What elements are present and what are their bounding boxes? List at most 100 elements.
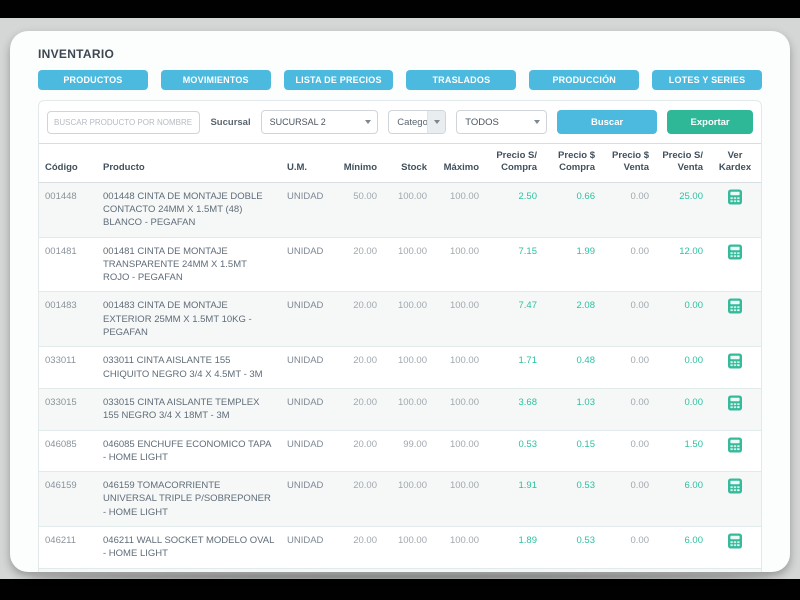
column-header-precio-s/-venta: Precio S/ Venta xyxy=(655,143,709,183)
cell-num: 20.00 xyxy=(335,346,383,389)
cell-teal: 0.00 xyxy=(655,388,709,431)
chevron-down-icon xyxy=(434,120,441,124)
cell-producto: 001448 CINTA DE MONTAJE DOBLE CONTACTO 2… xyxy=(97,182,281,238)
exportar-button[interactable]: Exportar xyxy=(667,110,753,134)
chevron-down-icon xyxy=(365,120,372,124)
calculator-icon[interactable] xyxy=(727,533,743,549)
categoria-select-label: Categoría xyxy=(397,116,439,128)
inventory-table: Código Producto U.M. Mínimo Stock Máximo Preci… xyxy=(39,143,761,572)
cell-teal: 6.00 xyxy=(655,526,709,569)
cell-teal: 1.50 xyxy=(655,430,709,473)
cell-teal: 12.00 xyxy=(655,237,709,293)
column-header-precio-s/-compra: Precio S/ Compra xyxy=(485,143,543,183)
calculator-icon[interactable] xyxy=(727,353,743,369)
cell-teal: 1.36 xyxy=(485,568,543,572)
tab-movimientos[interactable]: MOVIMIENTOS xyxy=(160,70,271,90)
cell-teal: 6.00 xyxy=(655,471,709,528)
table-row: 046085 046085 ENCHUFE ECONOMICO TAPA - HO… xyxy=(39,430,761,473)
cell-teal: 0.00 xyxy=(655,291,709,348)
tab-productos[interactable]: PRODUCTOS xyxy=(38,70,148,90)
cell-num: 100.00 xyxy=(433,388,485,431)
cell-num: 100.00 xyxy=(433,526,485,569)
cell-teal: 3.68 xyxy=(485,388,543,431)
table-row: 046231046231 INTERRUPTOR COLGANTE - HOME… xyxy=(39,568,761,572)
cell-codigo: 046211 xyxy=(39,526,97,569)
inventory-panel: Sucursal SUCURSAL 2 Categoría TODOS Busc… xyxy=(38,100,762,572)
cell-num: 100.00 xyxy=(433,471,485,528)
cell-producto: 046231 INTERRUPTOR COLGANTE - HOME LIGHT xyxy=(97,568,281,572)
cell-um: UNIDAD xyxy=(281,182,335,238)
cell-num: 0.00 xyxy=(601,388,655,431)
calculator-icon[interactable] xyxy=(727,189,743,205)
cell-um: UNIDAD xyxy=(281,568,335,572)
cell-num: 0.00 xyxy=(601,237,655,293)
cell-um: UNIDAD xyxy=(281,346,335,389)
cell-codigo: 033015 xyxy=(39,388,97,431)
cell-codigo: 046085 xyxy=(39,430,97,473)
cell-teal: 3.50 xyxy=(655,568,709,572)
categoria-value: TODOS xyxy=(465,116,499,128)
cell-num: 0.00 xyxy=(601,291,655,348)
calculator-icon[interactable] xyxy=(727,244,743,260)
calculator-icon[interactable] xyxy=(727,478,743,494)
calculator-icon[interactable] xyxy=(727,437,743,453)
cell-kardex xyxy=(709,388,761,431)
cell-num: 0.00 xyxy=(601,526,655,569)
column-header-minimo: Mínimo xyxy=(335,143,383,183)
cell-producto: 033015 CINTA AISLANTE TEMPLEX 155 NEGRO … xyxy=(97,388,281,431)
cell-teal: 2.08 xyxy=(543,291,601,348)
cell-num: 20.00 xyxy=(335,471,383,528)
sucursal-select[interactable]: SUCURSAL 2 xyxy=(260,110,379,134)
cell-codigo: 046159 xyxy=(39,471,97,528)
table-row: 046211 046211 WALL SOCKET MODELO OVAL - H… xyxy=(39,526,761,569)
cell-um: UNIDAD xyxy=(281,430,335,473)
cell-producto: 046159 TOMACORRIENTE UNIVERSAL TRIPLE P/… xyxy=(97,471,281,528)
cell-kardex xyxy=(709,526,761,569)
sucursal-select-value: SUCURSAL 2 xyxy=(269,117,326,127)
cell-num: 20.00 xyxy=(335,430,383,473)
buscar-button[interactable]: Buscar xyxy=(557,110,658,134)
calculator-icon[interactable] xyxy=(727,395,743,411)
cell-teal: 2.50 xyxy=(485,182,543,238)
cell-teal: 0.53 xyxy=(543,526,601,569)
categoria-value-select[interactable]: TODOS xyxy=(456,110,548,134)
cell-teal: 1.03 xyxy=(543,388,601,431)
cell-num: 0.00 xyxy=(601,346,655,389)
cell-um: UNIDAD xyxy=(281,471,335,528)
cell-teal: 25.00 xyxy=(655,182,709,238)
cell-teal: 0.66 xyxy=(543,182,601,238)
cell-teal: 0.38 xyxy=(543,568,601,572)
cell-num: 50.00 xyxy=(335,182,383,238)
cell-teal: 0.15 xyxy=(543,430,601,473)
app-window: INVENTARIO PRODUCTOS MOVIMIENTOS LISTA DE … xyxy=(10,31,790,572)
cell-num: 100.00 xyxy=(433,291,485,348)
cell-producto: 001481 CINTA DE MONTAJE TRANSPARENTE 24M… xyxy=(97,237,281,293)
cell-num: 0.00 xyxy=(601,568,655,572)
cell-num: 0.00 xyxy=(601,471,655,528)
tab-traslados[interactable]: TRASLADOS xyxy=(406,70,517,90)
cell-num: 20.00 xyxy=(335,568,383,572)
cell-num: 100.00 xyxy=(433,568,485,572)
categoria-select[interactable]: Categoría xyxy=(388,110,447,134)
cell-codigo: 001483 xyxy=(39,291,97,348)
cell-um: UNIDAD xyxy=(281,526,335,569)
page-title: INVENTARIO xyxy=(38,47,115,61)
table-row: 001483 001483 CINTA DE MONTAJE EXTERIOR 2… xyxy=(39,291,761,348)
calculator-icon[interactable] xyxy=(727,298,743,314)
tab-lotes-y-series[interactable]: LOTES Y SERIES xyxy=(652,70,762,90)
cell-um: UNIDAD xyxy=(281,291,335,348)
table-row: 001448 001448 CINTA DE MONTAJE DOBLE CONT… xyxy=(39,182,761,238)
cell-codigo: 001481 xyxy=(39,237,97,293)
table-row: 001481 001481 CINTA DE MONTAJE TRANSPAREN… xyxy=(39,237,761,293)
cell-num: 99.00 xyxy=(383,430,433,473)
cell-codigo: 046231 xyxy=(39,568,97,572)
cell-num: 20.00 xyxy=(335,526,383,569)
cell-codigo: 033011 xyxy=(39,346,97,389)
tab-lista-de-precios[interactable]: LISTA DE PRECIOS xyxy=(283,70,394,90)
bottom-letterbox-bar xyxy=(0,579,800,600)
cell-codigo: 001448 xyxy=(39,182,97,238)
cell-kardex xyxy=(709,471,761,528)
cell-producto: 046085 ENCHUFE ECONOMICO TAPA - HOME LIG… xyxy=(97,430,281,473)
tab-produccion[interactable]: PRODUCCIÓN xyxy=(529,70,640,90)
search-input[interactable] xyxy=(47,110,201,134)
